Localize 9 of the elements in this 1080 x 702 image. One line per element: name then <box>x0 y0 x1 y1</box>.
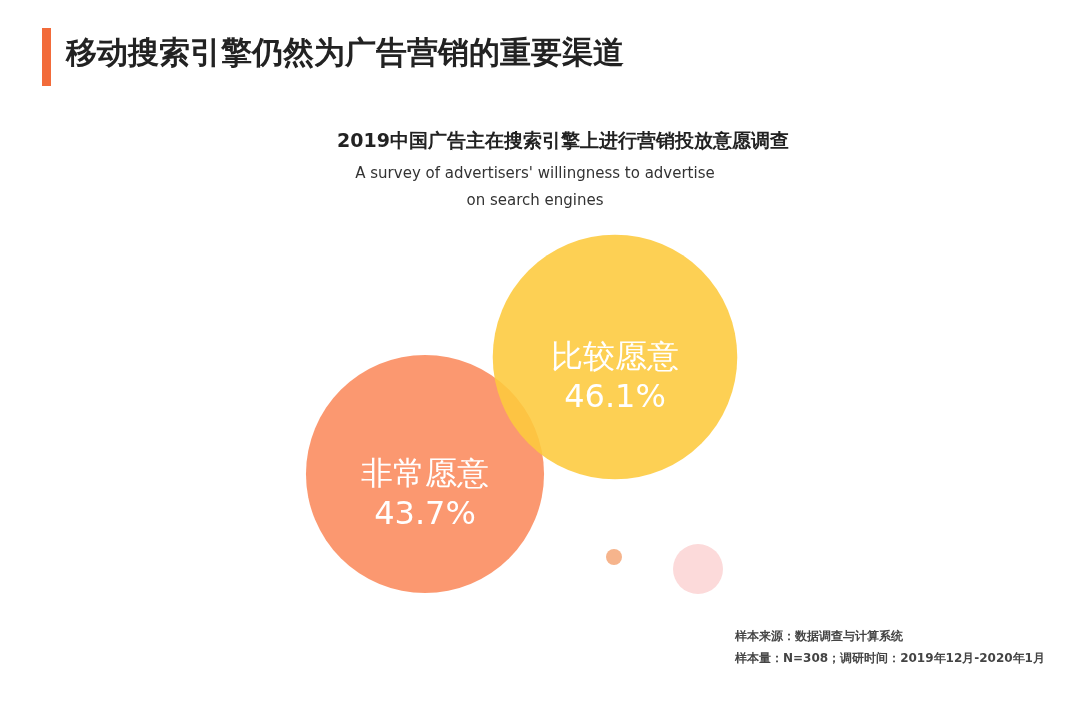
data-label: 43.7% <box>374 494 476 532</box>
text: 2019中国广告主在搜索引擎上进行营销投放意愿调查 <box>336 128 790 153</box>
category-label: 比较愿意 <box>551 337 679 375</box>
text: 样本量：N=308；调研时间：2019年12月-2020年1月 <box>735 650 1045 667</box>
text: 移动搜索引擎仍然为广告营销的重要渠道 <box>66 33 624 72</box>
data-label: 46.1% <box>564 377 666 415</box>
category-label: 非常愿意 <box>361 454 489 492</box>
text: A survey of advertisers' willingness to advertise on search engines <box>354 163 716 211</box>
text: 样本来源：数据调查与计算系统 <box>735 628 903 645</box>
